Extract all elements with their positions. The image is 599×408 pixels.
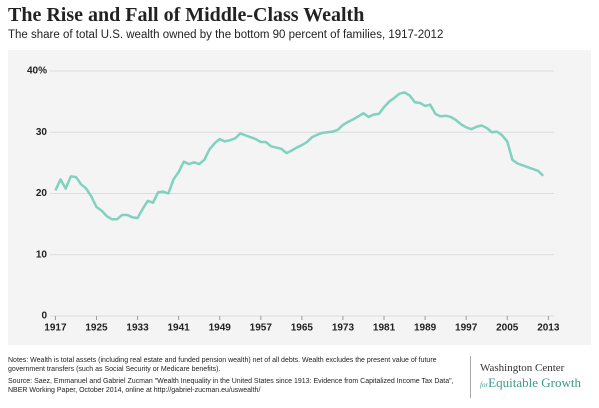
x-tick-label: 1981	[373, 323, 396, 334]
x-tick-label: 1973	[332, 323, 355, 334]
logo-line-1: Washington Center	[480, 362, 565, 374]
chart: 0 10 20 30 40% 1917 1925 1933 1941 1949 1957 1965 19…	[8, 50, 591, 345]
x-tick-label: 1917	[44, 323, 67, 334]
notes: Notes: Wealth is total assets (including…	[8, 356, 463, 398]
y-tick-label: 20	[36, 188, 48, 199]
x-tick-label: 1997	[455, 323, 478, 334]
x-tick-label: 1965	[291, 323, 314, 334]
logo-line-2: Equitable Growth	[488, 375, 581, 390]
x-tick-label: 1933	[126, 323, 149, 334]
y-tick-label: 10	[36, 249, 48, 260]
x-tick-label: 2013	[537, 323, 560, 334]
chart-subtitle: The share of total U.S. wealth owned by …	[8, 29, 444, 41]
separator	[470, 356, 471, 398]
x-tick-label: 1925	[85, 323, 108, 334]
y-tick-label: 30	[36, 127, 48, 138]
y-tick-label: 40%	[27, 66, 47, 77]
x-tick-label: 1941	[168, 323, 191, 334]
y-tick-label: 0	[41, 311, 47, 322]
x-tick-label: 2005	[496, 323, 519, 334]
x-tick-label: 1949	[209, 323, 232, 334]
data-line	[54, 91, 545, 221]
x-tick-label: 1957	[250, 323, 273, 334]
notes-text: Notes: Wealth is total assets (including…	[8, 357, 437, 373]
plot-background	[8, 50, 591, 345]
logo: Washington Center forEquitable Growth	[480, 362, 581, 392]
source-text: Source: Saez, Emmanuel and Gabriel Zucma…	[8, 378, 454, 394]
x-tick-label: 1989	[414, 323, 437, 334]
logo-for: for	[480, 381, 489, 389]
chart-title: The Rise and Fall of Middle-Class Wealth	[8, 4, 365, 26]
